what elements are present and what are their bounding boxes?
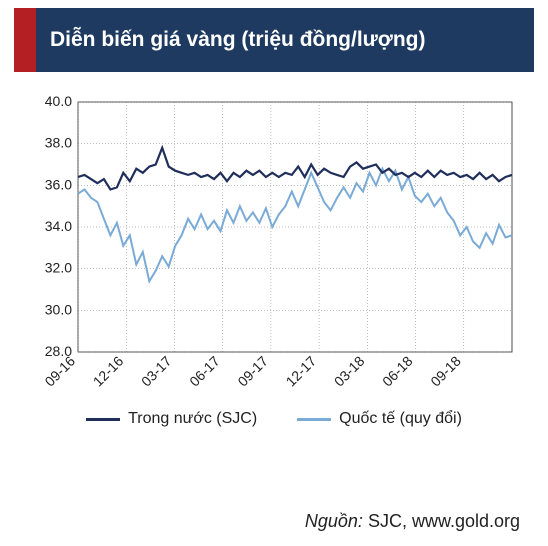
- svg-text:36.0: 36.0: [45, 176, 72, 192]
- svg-text:09-17: 09-17: [234, 353, 271, 390]
- legend-swatch-domestic: [86, 418, 120, 421]
- svg-text:03-18: 03-18: [331, 353, 368, 390]
- svg-text:12-16: 12-16: [90, 353, 127, 390]
- legend-item-intl: Quốc tế (quy đổi): [297, 410, 462, 428]
- svg-text:32.0: 32.0: [45, 260, 72, 276]
- chart-title: Diễn biến giá vàng (triệu đồng/lượng): [36, 27, 425, 52]
- svg-text:06-18: 06-18: [379, 353, 416, 390]
- svg-text:12-17: 12-17: [283, 353, 320, 390]
- svg-text:03-17: 03-17: [138, 353, 175, 390]
- svg-text:30.0: 30.0: [45, 301, 72, 317]
- svg-text:40.0: 40.0: [45, 96, 72, 109]
- chart-area: 28.030.032.034.036.038.040.009-1612-1603…: [30, 96, 518, 456]
- source-line: Nguồn: SJC, www.gold.org: [305, 511, 520, 532]
- legend-label-domestic: Trong nước (SJC): [128, 410, 257, 428]
- legend-swatch-intl: [297, 418, 331, 421]
- source-label: Nguồn:: [305, 511, 363, 531]
- svg-text:38.0: 38.0: [45, 135, 72, 151]
- svg-text:06-17: 06-17: [186, 353, 223, 390]
- source-value: SJC, www.gold.org: [368, 511, 520, 531]
- legend-label-intl: Quốc tế (quy đổi): [339, 410, 462, 428]
- line-chart: 28.030.032.034.036.038.040.009-1612-1603…: [30, 96, 518, 406]
- title-blue-bg: Diễn biến giá vàng (triệu đồng/lượng): [36, 8, 534, 72]
- svg-text:34.0: 34.0: [45, 218, 72, 234]
- svg-text:09-18: 09-18: [427, 353, 464, 390]
- legend-item-domestic: Trong nước (SJC): [86, 410, 257, 428]
- legend: Trong nước (SJC) Quốc tế (quy đổi): [30, 410, 518, 428]
- title-red-accent: [14, 8, 36, 72]
- title-bar: Diễn biến giá vàng (triệu đồng/lượng): [14, 8, 534, 72]
